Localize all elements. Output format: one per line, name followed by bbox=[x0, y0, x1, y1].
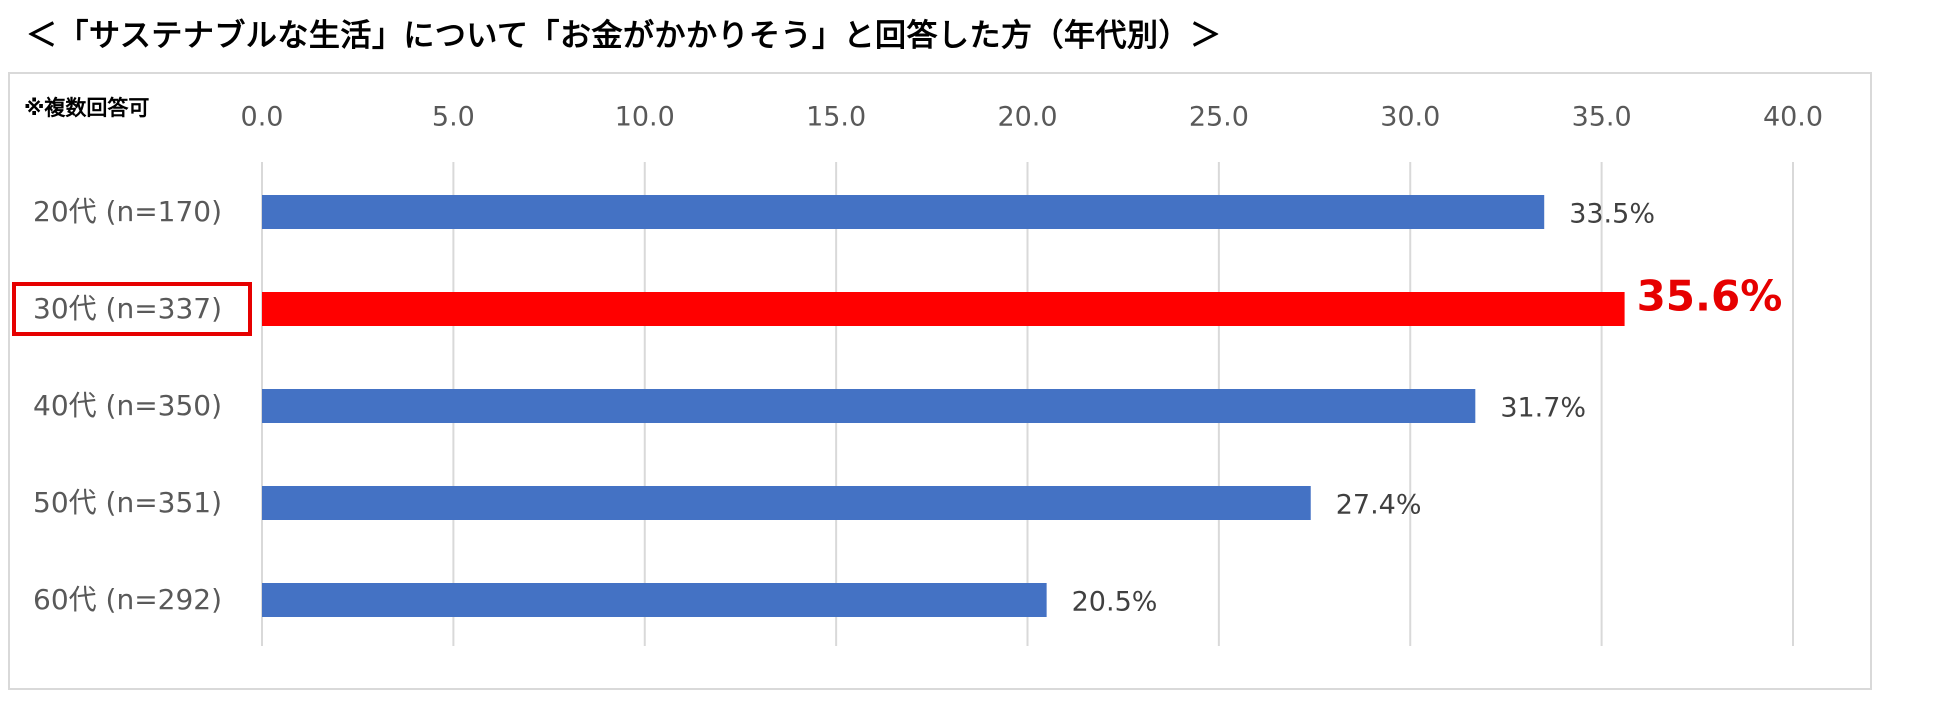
x-axis-ticks: 0.0 5.0 10.0 15.0 20.0 25.0 30.0 35.0 40.0 bbox=[241, 102, 1824, 133]
x-tick-label: 20.0 bbox=[997, 102, 1057, 133]
value-label: 33.5% bbox=[1569, 199, 1655, 230]
category-label: 40代 (n=350) bbox=[33, 389, 222, 422]
bar-highlight bbox=[262, 292, 1625, 326]
x-tick-label: 35.0 bbox=[1572, 102, 1632, 133]
bar bbox=[262, 486, 1311, 520]
x-tick-label: 40.0 bbox=[1763, 102, 1823, 133]
chart-note: ※複数回答可 bbox=[24, 96, 150, 120]
value-labels: 33.5% 35.6% 31.7% 27.4% 20.5% bbox=[1072, 199, 1783, 618]
x-tick-label: 30.0 bbox=[1380, 102, 1440, 133]
value-label: 27.4% bbox=[1336, 490, 1422, 521]
bars bbox=[262, 195, 1625, 617]
category-label: 20代 (n=170) bbox=[33, 195, 222, 228]
category-label: 50代 (n=351) bbox=[33, 486, 222, 519]
x-tick-label: 15.0 bbox=[806, 102, 866, 133]
x-tick-label: 0.0 bbox=[241, 102, 284, 133]
x-tick-label: 5.0 bbox=[432, 102, 475, 133]
value-label: 31.7% bbox=[1500, 393, 1586, 424]
category-labels: 20代 (n=170) 30代 (n=337) 40代 (n=350) 50代 (n=… bbox=[12, 195, 252, 616]
category-label: 30代 (n=337) bbox=[33, 292, 222, 325]
bar bbox=[262, 195, 1545, 229]
chart-frame bbox=[8, 72, 1872, 690]
category-label: 60代 (n=292) bbox=[33, 583, 222, 616]
value-label: 20.5% bbox=[1072, 587, 1158, 618]
x-tick-label: 25.0 bbox=[1189, 102, 1249, 133]
value-label-highlight: 35.6% bbox=[1637, 272, 1783, 321]
chart-title: ＜「サステナブルな生活」について「お金がかかりそう」と回答した方（年代別）＞ bbox=[26, 18, 1222, 54]
bar bbox=[262, 389, 1476, 423]
bar bbox=[262, 583, 1047, 617]
x-tick-label: 10.0 bbox=[615, 102, 675, 133]
category-highlight-box bbox=[12, 282, 252, 336]
